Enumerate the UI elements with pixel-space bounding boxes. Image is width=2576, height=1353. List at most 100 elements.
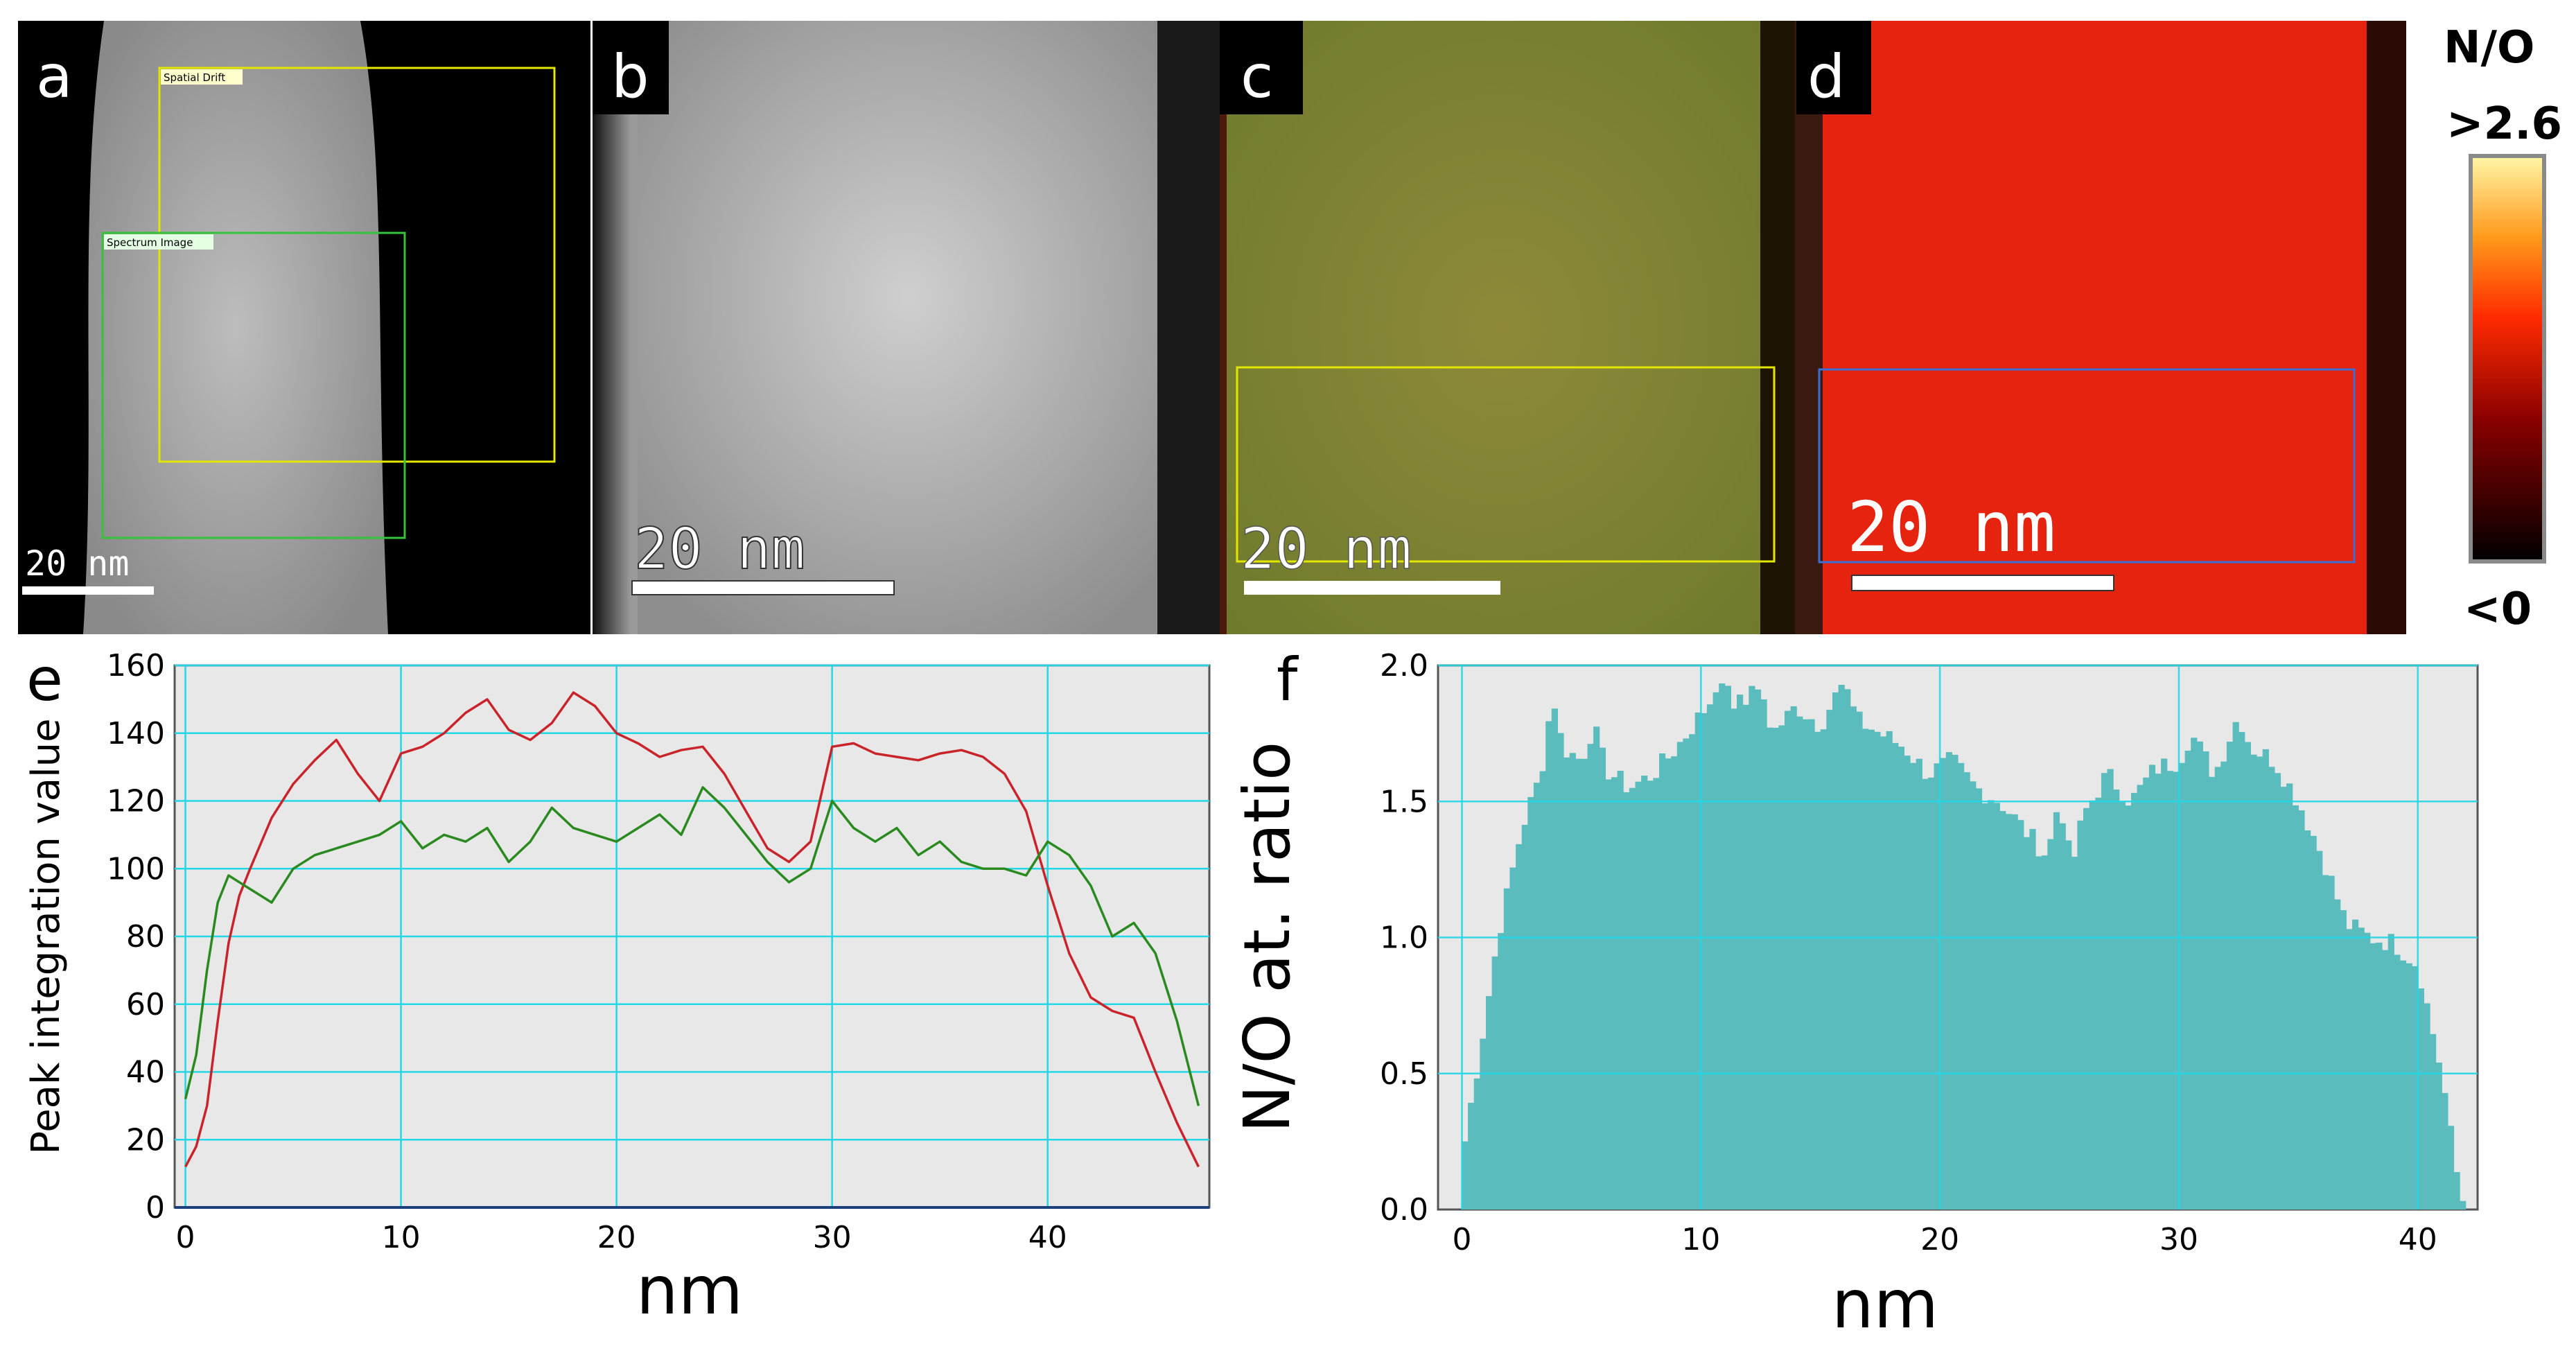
panel-a: a Spatial Drift Spectrum Image 20 nm bbox=[18, 21, 590, 634]
chart-f-bar bbox=[2166, 771, 2173, 1210]
chart-f-bar bbox=[1916, 758, 1922, 1210]
scalebar-d bbox=[1851, 575, 2114, 591]
chart-f-bar bbox=[1503, 888, 1510, 1210]
panel-c-dark-edge bbox=[1760, 21, 1796, 634]
chart-f-ytick-label: 0.0 bbox=[1380, 1192, 1428, 1228]
panel-f: f 0 10 20 30 40 0.0 0.5 1.0 1.5 2.0 N/O at. ratio… bbox=[1230, 645, 2479, 1343]
colorbar: N/O >2.6 <0 bbox=[2444, 22, 2562, 635]
chart-e-series-line-1 bbox=[184, 786, 1200, 1106]
scalebar-d-label: 20 nm bbox=[1847, 487, 2056, 568]
chart-f-bar bbox=[2387, 934, 2394, 1210]
chart-f-bar bbox=[2346, 929, 2353, 1210]
panel-c: c 20 nm bbox=[1220, 21, 1796, 634]
chart-f-bar bbox=[2065, 840, 2072, 1210]
chart-f-bar bbox=[1838, 685, 1845, 1210]
chart-f-ytick-label: 1.0 bbox=[1380, 920, 1428, 956]
chart-f-bar bbox=[2268, 767, 2275, 1210]
chart-f-bar bbox=[2382, 950, 2389, 1210]
panel-c-letter: c bbox=[1241, 42, 1273, 112]
chart-f-ytick-label: 2.0 bbox=[1380, 648, 1428, 683]
scalebar-c bbox=[1244, 581, 1500, 595]
chart-e-ytick-label: 140 bbox=[107, 716, 165, 751]
chart-f-bar bbox=[2399, 960, 2407, 1210]
chart-e-ytick-label: 60 bbox=[126, 987, 165, 1022]
chart-f-bar bbox=[1934, 763, 1940, 1210]
chart-f-bar bbox=[1940, 758, 1947, 1210]
chart-f-bar bbox=[1898, 747, 1904, 1210]
chart-f-bar bbox=[1790, 706, 1797, 1210]
chart-f-bar bbox=[1629, 787, 1636, 1210]
chart-f-bar bbox=[2173, 771, 2180, 1210]
chart-f-bar bbox=[2322, 875, 2329, 1210]
chart-f-bar bbox=[2131, 792, 2138, 1210]
chart-f-bar bbox=[1462, 1141, 1469, 1210]
chart-f-bar bbox=[1952, 754, 1959, 1210]
roi-spectrum-image-tag bbox=[104, 234, 213, 250]
chart-f-bar bbox=[1796, 716, 1803, 1210]
chart-f-bar bbox=[1945, 752, 1952, 1210]
chart-f-bar bbox=[1826, 710, 1833, 1210]
chart-f-bar bbox=[1749, 686, 1755, 1210]
chart-f-bar bbox=[1760, 699, 1767, 1210]
chart-f-bar bbox=[2453, 1172, 2460, 1210]
chart-e-series-line-0 bbox=[184, 691, 1200, 1168]
chart-f-bar bbox=[2119, 801, 2126, 1210]
chart-f-bar bbox=[1653, 778, 1660, 1210]
chart-f-bar bbox=[1832, 692, 1839, 1210]
chart-e-ytick-label: 20 bbox=[126, 1122, 165, 1158]
chart-f-bar bbox=[1647, 780, 1654, 1210]
chart-f-xtick-label: 0 bbox=[1452, 1222, 1471, 1257]
chart-f-bar bbox=[2059, 823, 2066, 1210]
chart-f-bar bbox=[2047, 839, 2054, 1210]
chart-f-bar bbox=[2369, 943, 2376, 1210]
chart-e-ytick-label: 40 bbox=[126, 1055, 165, 1090]
chart-f-bar bbox=[1993, 803, 2000, 1210]
chart-f-bar bbox=[1480, 1038, 1487, 1210]
chart-f-bar bbox=[1473, 1078, 1480, 1210]
roi-linescan-d bbox=[1818, 368, 2356, 564]
chart-f-bar bbox=[2196, 741, 2203, 1210]
chart-e-xtick-label: 30 bbox=[813, 1220, 852, 1255]
chart-f-bar bbox=[2017, 820, 2024, 1210]
chart-f-bar bbox=[2262, 749, 2269, 1210]
chart-e-ytick-label: 120 bbox=[107, 784, 165, 819]
chart-f-bar bbox=[1975, 788, 1983, 1210]
chart-f-xlabel: nm bbox=[1832, 1266, 1938, 1343]
chart-f-bar bbox=[1509, 867, 1516, 1210]
colorbar-title: N/O bbox=[2444, 22, 2534, 73]
chart-e-tick-labels: 0 10 20 30 40 0 20 40 60 80 100 120 140 160 bbox=[107, 648, 1067, 1255]
chart-f-bar bbox=[2304, 830, 2311, 1210]
chart-f-bar bbox=[1486, 996, 1493, 1210]
chart-f-bar bbox=[1611, 777, 1618, 1210]
chart-f-bar bbox=[2095, 797, 2102, 1210]
chart-f-bar bbox=[2394, 954, 2401, 1210]
chart-f-bar bbox=[2053, 812, 2060, 1210]
panel-c-letter-box bbox=[1220, 21, 1303, 114]
chart-f-bar bbox=[2364, 932, 2371, 1210]
panel-f-letter: f bbox=[1277, 645, 1299, 715]
chart-f-ylabel: N/O at. ratio bbox=[1230, 742, 1304, 1133]
chart-f-bar bbox=[2424, 1003, 2430, 1210]
panel-b: b 20 nm bbox=[593, 21, 1220, 634]
chart-f-bar bbox=[1844, 689, 1851, 1210]
colorbar-gradient bbox=[2469, 154, 2546, 564]
chart-e-ytick-label: 100 bbox=[107, 851, 165, 887]
chart-e-xtick-label: 40 bbox=[1028, 1220, 1067, 1255]
chart-f-ytick-label: 0.5 bbox=[1380, 1056, 1428, 1092]
chart-f-bar bbox=[1605, 779, 1612, 1210]
chart-f-bar bbox=[1491, 956, 1498, 1210]
chart-f-bar bbox=[1778, 725, 1785, 1210]
chart-f-bar bbox=[2184, 751, 2191, 1210]
chart-f-bar bbox=[1886, 731, 1893, 1210]
chart-f-gridlines bbox=[1438, 664, 2478, 1210]
chart-f-bar bbox=[2280, 787, 2287, 1210]
chart-f-bar bbox=[2023, 837, 2030, 1210]
panel-e: e 0 10 20 30 40 0 20 40 60 80 100 120 140 160 Peak in… bbox=[24, 645, 1211, 1329]
chart-f-bar bbox=[2286, 783, 2293, 1210]
chart-f-bar bbox=[1999, 811, 2006, 1210]
chart-f-bar bbox=[1533, 783, 1541, 1210]
panel-a-letter-box bbox=[18, 21, 94, 111]
scalebar-b-label: 20 nm bbox=[634, 516, 805, 582]
chart-f-bar bbox=[1521, 825, 1528, 1210]
chart-f-bar bbox=[1772, 728, 1779, 1210]
